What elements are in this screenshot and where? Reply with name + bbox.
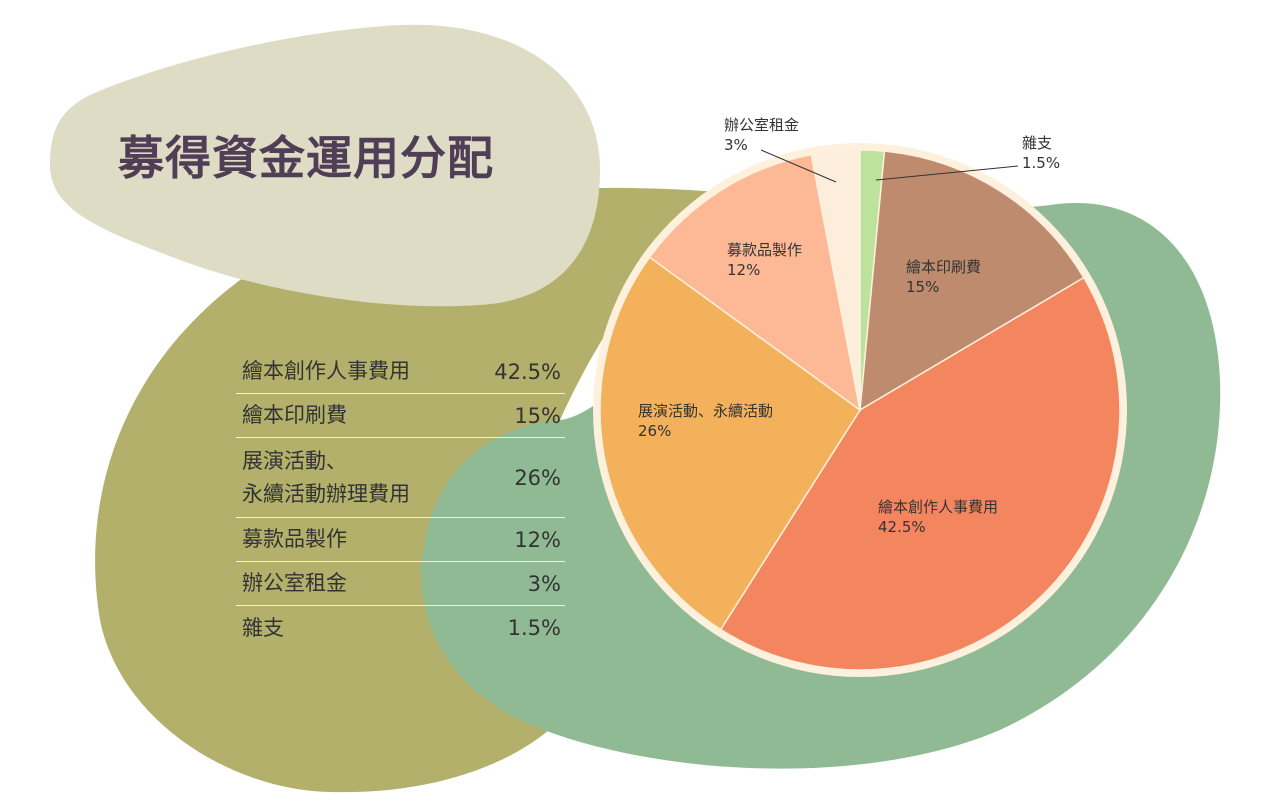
table-row-value: 1.5% xyxy=(507,616,561,640)
table-row: 繪本創作人事費用 42.5% xyxy=(236,350,565,394)
table-row-value: 42.5% xyxy=(494,359,561,384)
chart-title: 募得資金運用分配 xyxy=(118,131,494,185)
pie-leader-line xyxy=(875,165,1019,181)
pie-leader-line xyxy=(760,149,837,183)
table-row-label: 辦公室租金 xyxy=(242,571,347,595)
table-row-value: 12% xyxy=(514,527,561,552)
pie-slice-label: 募款品製作 xyxy=(727,241,802,259)
pie-slice-value: 3% xyxy=(724,136,748,154)
table-row-value: 15% xyxy=(514,403,561,428)
pie-slice-value: 26% xyxy=(638,422,671,440)
table-row-label: 繪本創作人事費用 xyxy=(242,359,410,383)
pie-slice-value: 1.5% xyxy=(1022,154,1060,172)
pie-slice-value: 12% xyxy=(727,261,760,279)
pie-slice xyxy=(859,150,1085,412)
pie-slice xyxy=(648,153,862,412)
table-row: 辦公室租金 3% xyxy=(236,562,565,606)
pie-slice xyxy=(719,276,1121,671)
pie-slice xyxy=(810,149,861,411)
title-blob xyxy=(50,24,600,307)
pie-slice xyxy=(599,256,862,631)
pie-slice-value: 42.5% xyxy=(878,518,926,536)
table-row: 雜支 1.5% xyxy=(236,606,565,650)
pie-slice-label: 辦公室租金 xyxy=(724,116,799,134)
table-row-label: 繪本印刷費 xyxy=(242,403,347,427)
pie-slice-label: 雜支 xyxy=(1022,134,1052,152)
table-row-value: 3% xyxy=(527,571,561,596)
table-row-label: 雜支 xyxy=(242,615,284,640)
pie-slice-label: 繪本印刷費 xyxy=(906,258,981,276)
table-row-label: 展演活動、 永續活動辦理費用 xyxy=(242,448,410,506)
pie-slice-label: 繪本創作人事費用 xyxy=(878,498,998,516)
olive-blob xyxy=(95,187,720,793)
table-row: 繪本印刷費 15% xyxy=(236,394,565,438)
table-row-label: 募款品製作 xyxy=(242,527,347,551)
table-row: 展演活動、 永續活動辦理費用 26% xyxy=(236,438,565,518)
pie-slice-label: 展演活動、永續活動 xyxy=(638,402,773,420)
table-row: 募款品製作 12% xyxy=(236,518,565,562)
pie-slice-value: 15% xyxy=(906,278,939,296)
table-row-value: 26% xyxy=(514,465,561,490)
allocation-table: 繪本創作人事費用 42.5% 繪本印刷費 15% 展演活動、 永續活動辦理費用 … xyxy=(236,350,565,650)
